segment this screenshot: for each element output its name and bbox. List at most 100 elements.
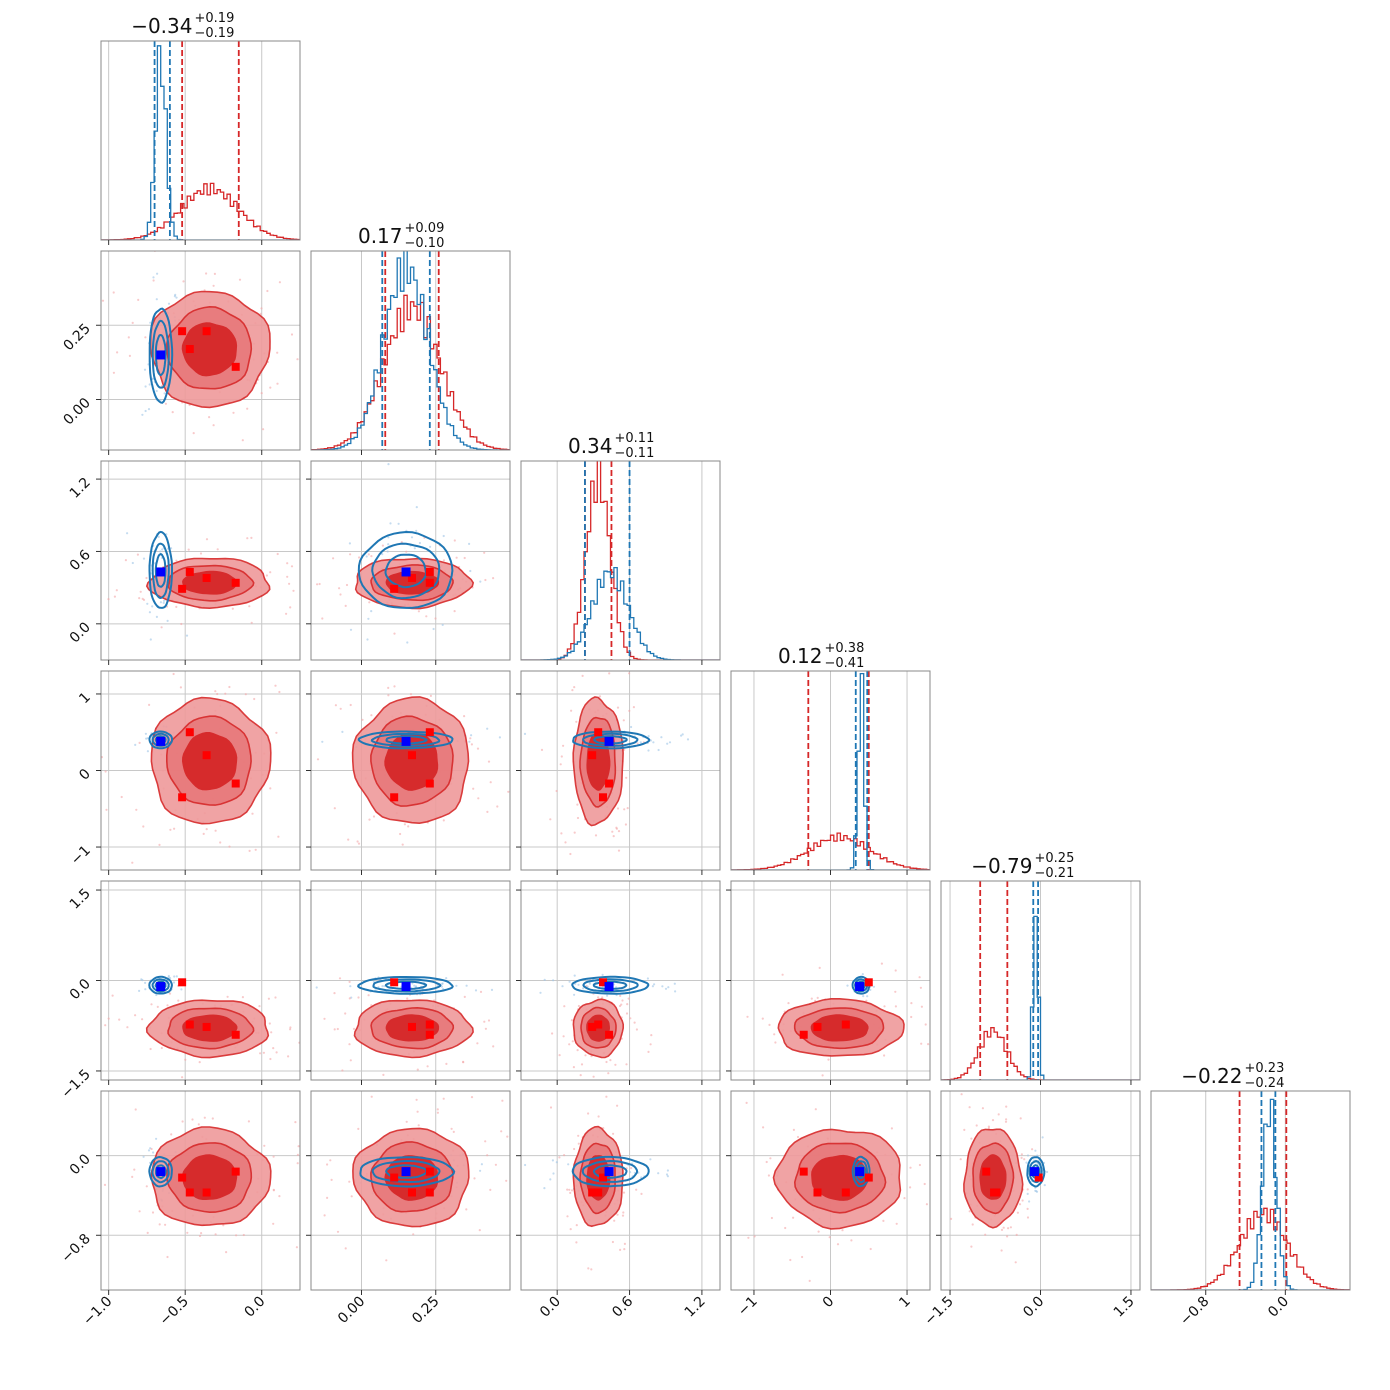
red-sample-point [265, 574, 268, 577]
red-sample-point [581, 674, 584, 677]
red-sample-point [171, 411, 174, 414]
red-sample-point [512, 631, 514, 633]
red-sample-point [506, 1135, 509, 1138]
red-sample-point [597, 996, 600, 999]
red-sample-point [577, 1142, 580, 1145]
red-sample-point [326, 1163, 329, 1166]
red-sample-point [127, 336, 130, 339]
blue-sample-point [498, 736, 501, 739]
title-value: −0.34 [131, 14, 192, 38]
blue-sample-point [601, 973, 604, 976]
blue-sample-point [147, 408, 151, 411]
red-sample-point [442, 819, 445, 822]
red-sample-point [549, 818, 552, 821]
red-sample-point [963, 1128, 966, 1131]
red-sample-point [584, 1054, 587, 1057]
x-tick-label: 0.0 [537, 1294, 564, 1321]
title-value: 0.12 [778, 644, 823, 668]
red-marker [841, 1188, 850, 1197]
red-sample-point [177, 999, 180, 1002]
blue-sample-point [577, 983, 580, 986]
blue-sample-point [365, 555, 368, 558]
red-sample-point [197, 1123, 200, 1126]
red-sample-point [817, 1230, 820, 1233]
red-sample-point [841, 1229, 844, 1232]
red-sample-point [348, 1180, 351, 1183]
blue-contour-level-1 [357, 976, 454, 995]
blue-sample-point [567, 1163, 570, 1166]
red-sample-point [598, 695, 602, 698]
blue-sample-point [418, 541, 421, 545]
red-sample-point [248, 605, 251, 608]
red-marker [231, 1167, 240, 1176]
red-sample-point [296, 1153, 299, 1156]
panel-frame [100, 250, 301, 451]
contour-panel-3-2 [516, 670, 721, 875]
red-marker [982, 1167, 991, 1176]
blue-sample-point [543, 978, 546, 981]
red-sample-point [149, 1047, 152, 1051]
blue-contour-level-2 [853, 1160, 868, 1184]
blue-sample-point [138, 989, 141, 992]
red-sample-point [573, 831, 576, 834]
red-sample-point [429, 694, 432, 697]
red-sample-point [647, 1050, 650, 1053]
red-sample-point [597, 1115, 600, 1118]
red-sample-point [492, 1045, 495, 1048]
red-sample-point [276, 382, 279, 385]
red-sample-point [260, 666, 262, 668]
red-sample-point [205, 538, 209, 541]
red-sample-point [611, 830, 614, 833]
red-sample-point [113, 595, 116, 598]
red-sample-point [463, 556, 466, 560]
red-marker [407, 1188, 416, 1197]
red-sample-point [166, 1255, 169, 1259]
blue-marker [401, 736, 411, 746]
red-sample-point [909, 1186, 912, 1189]
red-sample-point [1031, 1148, 1034, 1151]
red-sample-point [370, 1095, 373, 1098]
red-sample-point [124, 559, 127, 562]
red-sample-point [139, 590, 142, 593]
x-tick-label: 0.0 [1020, 1294, 1047, 1321]
red-sample-point [927, 1043, 930, 1046]
red-sample-point [968, 1210, 971, 1213]
red-sample-point [566, 1188, 569, 1191]
red-sample-point [416, 1068, 419, 1071]
blue-sample-point [549, 1178, 552, 1181]
panel-content [101, 1091, 300, 1290]
blue-contour-level-3 [154, 553, 167, 588]
blue-contour-level-3 [385, 735, 428, 745]
red-sample-point [894, 969, 897, 972]
red-sample-point [316, 583, 319, 586]
red-sample-point [232, 1085, 234, 1087]
contour-panel-5-4: −1.5 0.0 1.5 [922, 1090, 1141, 1329]
red-sample-point [357, 1127, 360, 1130]
red-sample-point [434, 617, 437, 620]
title-upper-error: +0.25 [1035, 851, 1075, 866]
blue-sample-point [660, 736, 663, 739]
panel-frame [310, 1090, 511, 1291]
blue-sample-point [174, 293, 177, 296]
blue-sample-point [442, 534, 445, 538]
blue-sample-point [866, 995, 869, 998]
red-sample-point [150, 1003, 153, 1006]
red-contour-level-3 [181, 322, 238, 377]
red-sample-point [144, 336, 147, 339]
blue-marker [401, 982, 411, 992]
contour-panel-3-1 [306, 670, 511, 875]
red-sample-point [348, 1043, 351, 1046]
red-sample-point [296, 358, 299, 361]
red-sample-point [251, 812, 254, 815]
blue-sample-point [175, 296, 178, 299]
red-marker [231, 578, 240, 587]
blue-sample-point [573, 993, 576, 996]
y-tick-label: 1.5 [67, 886, 94, 913]
blue-sample-point [131, 561, 134, 565]
blue-contour-level-1 [148, 307, 174, 404]
red-sample-point [649, 1043, 652, 1046]
red-sample-point [406, 997, 409, 1000]
red-sample-point [836, 1243, 840, 1246]
blue-sample-point [157, 535, 160, 538]
